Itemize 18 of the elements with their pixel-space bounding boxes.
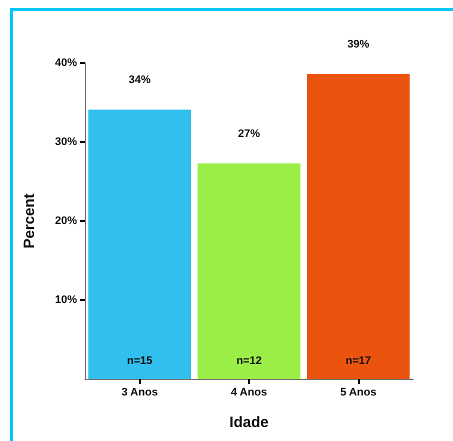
data-label: 34% (128, 74, 151, 86)
annotation: n=12 (236, 355, 262, 367)
data-label: 39% (347, 38, 370, 51)
bar (306, 74, 410, 379)
x-tick-label: 3 Anos (122, 386, 158, 398)
x-tick-label: 5 Anos (340, 386, 376, 398)
x-tick-label: 4 Anos (230, 386, 268, 398)
bar (198, 163, 300, 379)
annotation: n=17 (346, 355, 372, 367)
y-tick-label: 40% (54, 57, 78, 69)
y-tick-label: 20% (54, 215, 78, 227)
x-axis-title: Idade (229, 414, 269, 431)
y-tick-label: 30% (54, 136, 78, 148)
annotation: n=15 (126, 355, 152, 367)
y-tick-label: 10% (54, 294, 78, 306)
data-label: 27% (238, 128, 260, 140)
bar (88, 110, 192, 379)
y-axis-title: Percent (21, 193, 38, 249)
